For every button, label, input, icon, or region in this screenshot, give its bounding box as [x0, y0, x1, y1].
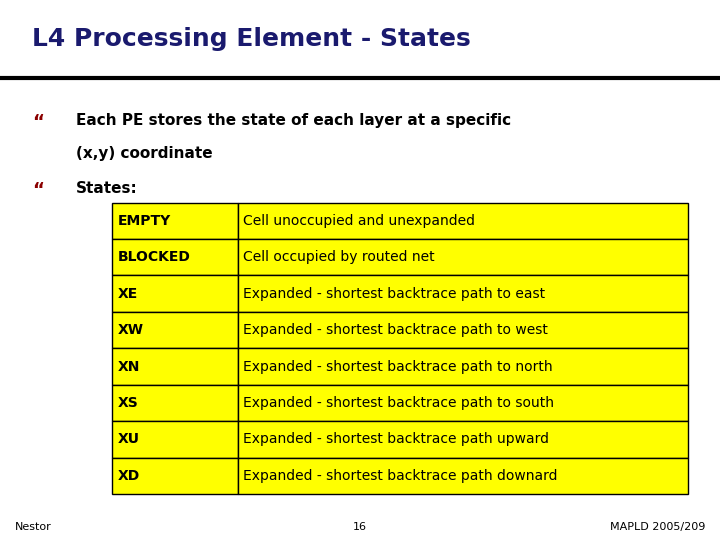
- Bar: [238, 348, 688, 384]
- Bar: [238, 202, 688, 239]
- Text: MAPLD 2005/209: MAPLD 2005/209: [611, 522, 706, 532]
- Bar: [238, 312, 688, 348]
- Text: L4 Processing Element - States: L4 Processing Element - States: [32, 27, 471, 51]
- Text: XU: XU: [117, 433, 140, 447]
- Text: XE: XE: [117, 287, 138, 301]
- Bar: [238, 384, 688, 421]
- Text: Expanded - shortest backtrace path to east: Expanded - shortest backtrace path to ea…: [243, 287, 546, 301]
- Text: XD: XD: [117, 469, 140, 483]
- Text: XW: XW: [117, 323, 143, 337]
- Bar: [238, 458, 688, 494]
- Text: Cell unoccupied and unexpanded: Cell unoccupied and unexpanded: [243, 214, 475, 228]
- Bar: [112, 458, 238, 494]
- Text: XN: XN: [117, 360, 140, 374]
- Bar: [238, 421, 688, 458]
- Text: Expanded - shortest backtrace path to north: Expanded - shortest backtrace path to no…: [243, 360, 553, 374]
- Bar: [112, 348, 238, 384]
- Text: Expanded - shortest backtrace path to south: Expanded - shortest backtrace path to so…: [243, 396, 554, 410]
- Text: XS: XS: [117, 396, 138, 410]
- Text: 16: 16: [353, 522, 367, 532]
- Text: (x,y) coordinate: (x,y) coordinate: [76, 146, 212, 161]
- Text: Nestor: Nestor: [14, 522, 51, 532]
- Text: Expanded - shortest backtrace path to west: Expanded - shortest backtrace path to we…: [243, 323, 548, 337]
- Text: EMPTY: EMPTY: [117, 214, 171, 228]
- Bar: [112, 275, 238, 312]
- Text: Expanded - shortest backtrace path downard: Expanded - shortest backtrace path downa…: [243, 469, 558, 483]
- Bar: [112, 421, 238, 458]
- Text: BLOCKED: BLOCKED: [117, 250, 190, 264]
- Bar: [112, 312, 238, 348]
- Text: Cell occupied by routed net: Cell occupied by routed net: [243, 250, 435, 264]
- Text: “: “: [32, 181, 44, 199]
- Text: Expanded - shortest backtrace path upward: Expanded - shortest backtrace path upwar…: [243, 433, 549, 447]
- Bar: [112, 202, 238, 239]
- Text: States:: States:: [76, 181, 138, 196]
- Bar: [238, 239, 688, 275]
- Text: “: “: [32, 113, 44, 131]
- Bar: [238, 275, 688, 312]
- Bar: [112, 239, 238, 275]
- Text: Each PE stores the state of each layer at a specific: Each PE stores the state of each layer a…: [76, 113, 510, 129]
- Bar: [112, 384, 238, 421]
